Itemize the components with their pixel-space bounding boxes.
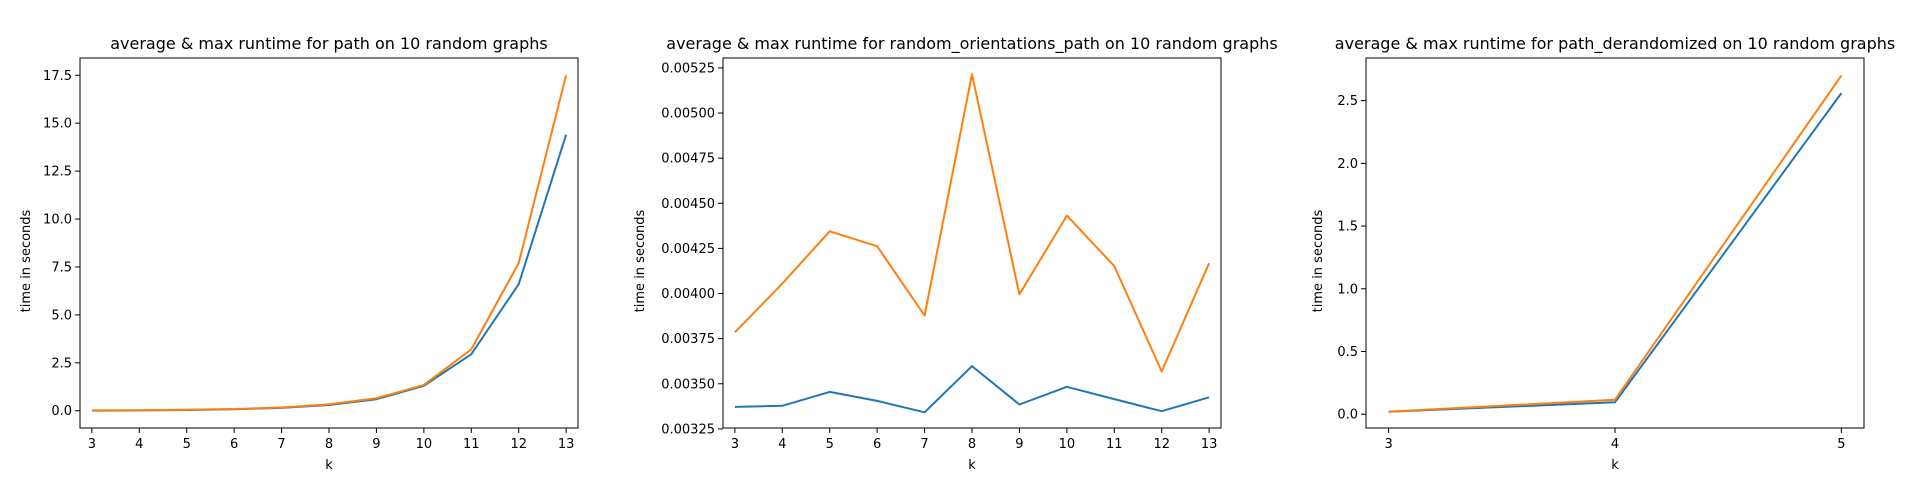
y-tick-label: 5.0 bbox=[51, 308, 72, 323]
subplot-random-orientations-path: average & max runtime for random_orienta… bbox=[633, 34, 1278, 473]
y-tick-label: 0.00450 bbox=[661, 197, 715, 212]
x-tick-label: 11 bbox=[463, 437, 480, 452]
x-tick-label: 11 bbox=[1106, 437, 1123, 452]
x-tick-label: 9 bbox=[1015, 437, 1023, 452]
y-tick-label: 0.00425 bbox=[661, 242, 715, 257]
y-tick-label: 0.00400 bbox=[661, 287, 715, 302]
x-tick-label: 4 bbox=[778, 437, 786, 452]
y-tick-label: 0.0 bbox=[1337, 408, 1358, 423]
x-tick-label: 8 bbox=[968, 437, 976, 452]
y-tick-label: 15.0 bbox=[43, 117, 72, 132]
plot-lines bbox=[1388, 75, 1843, 413]
series-line-2 bbox=[734, 73, 1211, 373]
chart-title: average & max runtime for random_orienta… bbox=[666, 34, 1277, 54]
y-axis-label: time in seconds bbox=[19, 209, 34, 312]
x-tick-label: 5 bbox=[183, 437, 191, 452]
plot-lines bbox=[91, 75, 568, 412]
y-tick-label: 0.00525 bbox=[661, 61, 715, 76]
series-line-1 bbox=[734, 365, 1210, 414]
axis-ticks: 3 4 5 6 7 8 9 10 11 12 13 0.0 2.5 5.0 7.5 10.0 12.5 15.0 1… bbox=[43, 69, 574, 452]
x-tick-label: 6 bbox=[873, 437, 881, 452]
y-axis-label: time in seconds bbox=[1311, 209, 1326, 312]
series-line-2 bbox=[91, 75, 568, 412]
y-tick-label: 0.00475 bbox=[661, 152, 715, 167]
axis-ticks: 3 4 5 6 7 8 9 10 11 12 13 0.00325 0.00350 0.00375 0.00… bbox=[661, 61, 1217, 452]
x-tick-label: 3 bbox=[731, 437, 739, 452]
x-axis-label: k bbox=[1611, 458, 1619, 473]
series-line-1 bbox=[91, 134, 568, 412]
x-axis-label: k bbox=[325, 458, 333, 473]
x-tick-label: 3 bbox=[1384, 437, 1392, 452]
x-tick-label: 5 bbox=[826, 437, 834, 452]
plot-frame bbox=[79, 57, 579, 429]
plot-frame bbox=[722, 57, 1222, 429]
x-tick-label: 8 bbox=[325, 437, 333, 452]
x-tick-label: 12 bbox=[1153, 437, 1170, 452]
subplot-path: average & max runtime for path on 10 ran… bbox=[19, 34, 579, 473]
x-tick-label: 4 bbox=[135, 437, 143, 452]
y-tick-label: 1.0 bbox=[1337, 282, 1358, 297]
axis-ticks: 3 4 5 0.0 0.5 1.0 1.5 2.0 2.5 bbox=[1337, 94, 1845, 452]
y-tick-label: 2.5 bbox=[1337, 94, 1358, 109]
plot-lines bbox=[734, 73, 1211, 414]
y-tick-label: 2.5 bbox=[51, 356, 72, 371]
x-tick-label: 10 bbox=[1059, 437, 1076, 452]
x-tick-label: 3 bbox=[88, 437, 96, 452]
x-tick-label: 6 bbox=[230, 437, 238, 452]
chart-title: average & max runtime for path_derandomi… bbox=[1335, 34, 1895, 54]
x-tick-label: 13 bbox=[558, 437, 575, 452]
series-line-2 bbox=[1388, 75, 1843, 413]
y-tick-label: 1.5 bbox=[1337, 220, 1358, 235]
x-tick-label: 9 bbox=[372, 437, 380, 452]
x-tick-label: 7 bbox=[920, 437, 928, 452]
x-tick-label: 12 bbox=[510, 437, 527, 452]
x-tick-label: 13 bbox=[1201, 437, 1218, 452]
x-tick-label: 7 bbox=[277, 437, 285, 452]
series-line-1 bbox=[1388, 92, 1843, 413]
x-tick-label: 5 bbox=[1837, 437, 1845, 452]
chart-title: average & max runtime for path on 10 ran… bbox=[110, 34, 548, 53]
x-axis-label: k bbox=[968, 458, 976, 473]
y-tick-label: 0.00325 bbox=[661, 422, 715, 437]
y-tick-label: 17.5 bbox=[43, 69, 72, 84]
y-tick-label: 0.5 bbox=[1337, 345, 1358, 360]
y-tick-label: 0.0 bbox=[51, 404, 72, 419]
y-tick-label: 10.0 bbox=[43, 213, 72, 228]
y-tick-label: 12.5 bbox=[43, 165, 72, 180]
y-tick-label: 0.00375 bbox=[661, 332, 715, 347]
y-axis-label: time in seconds bbox=[633, 209, 648, 312]
x-tick-label: 4 bbox=[1611, 437, 1619, 452]
plot-frame bbox=[1365, 57, 1865, 429]
y-tick-label: 0.00500 bbox=[661, 107, 715, 122]
y-tick-label: 0.00350 bbox=[661, 377, 715, 392]
subplot-path-derandomized: average & max runtime for path_derandomi… bbox=[1311, 34, 1895, 473]
x-tick-label: 10 bbox=[416, 437, 433, 452]
y-tick-label: 7.5 bbox=[51, 260, 72, 275]
y-tick-label: 2.0 bbox=[1337, 157, 1358, 172]
